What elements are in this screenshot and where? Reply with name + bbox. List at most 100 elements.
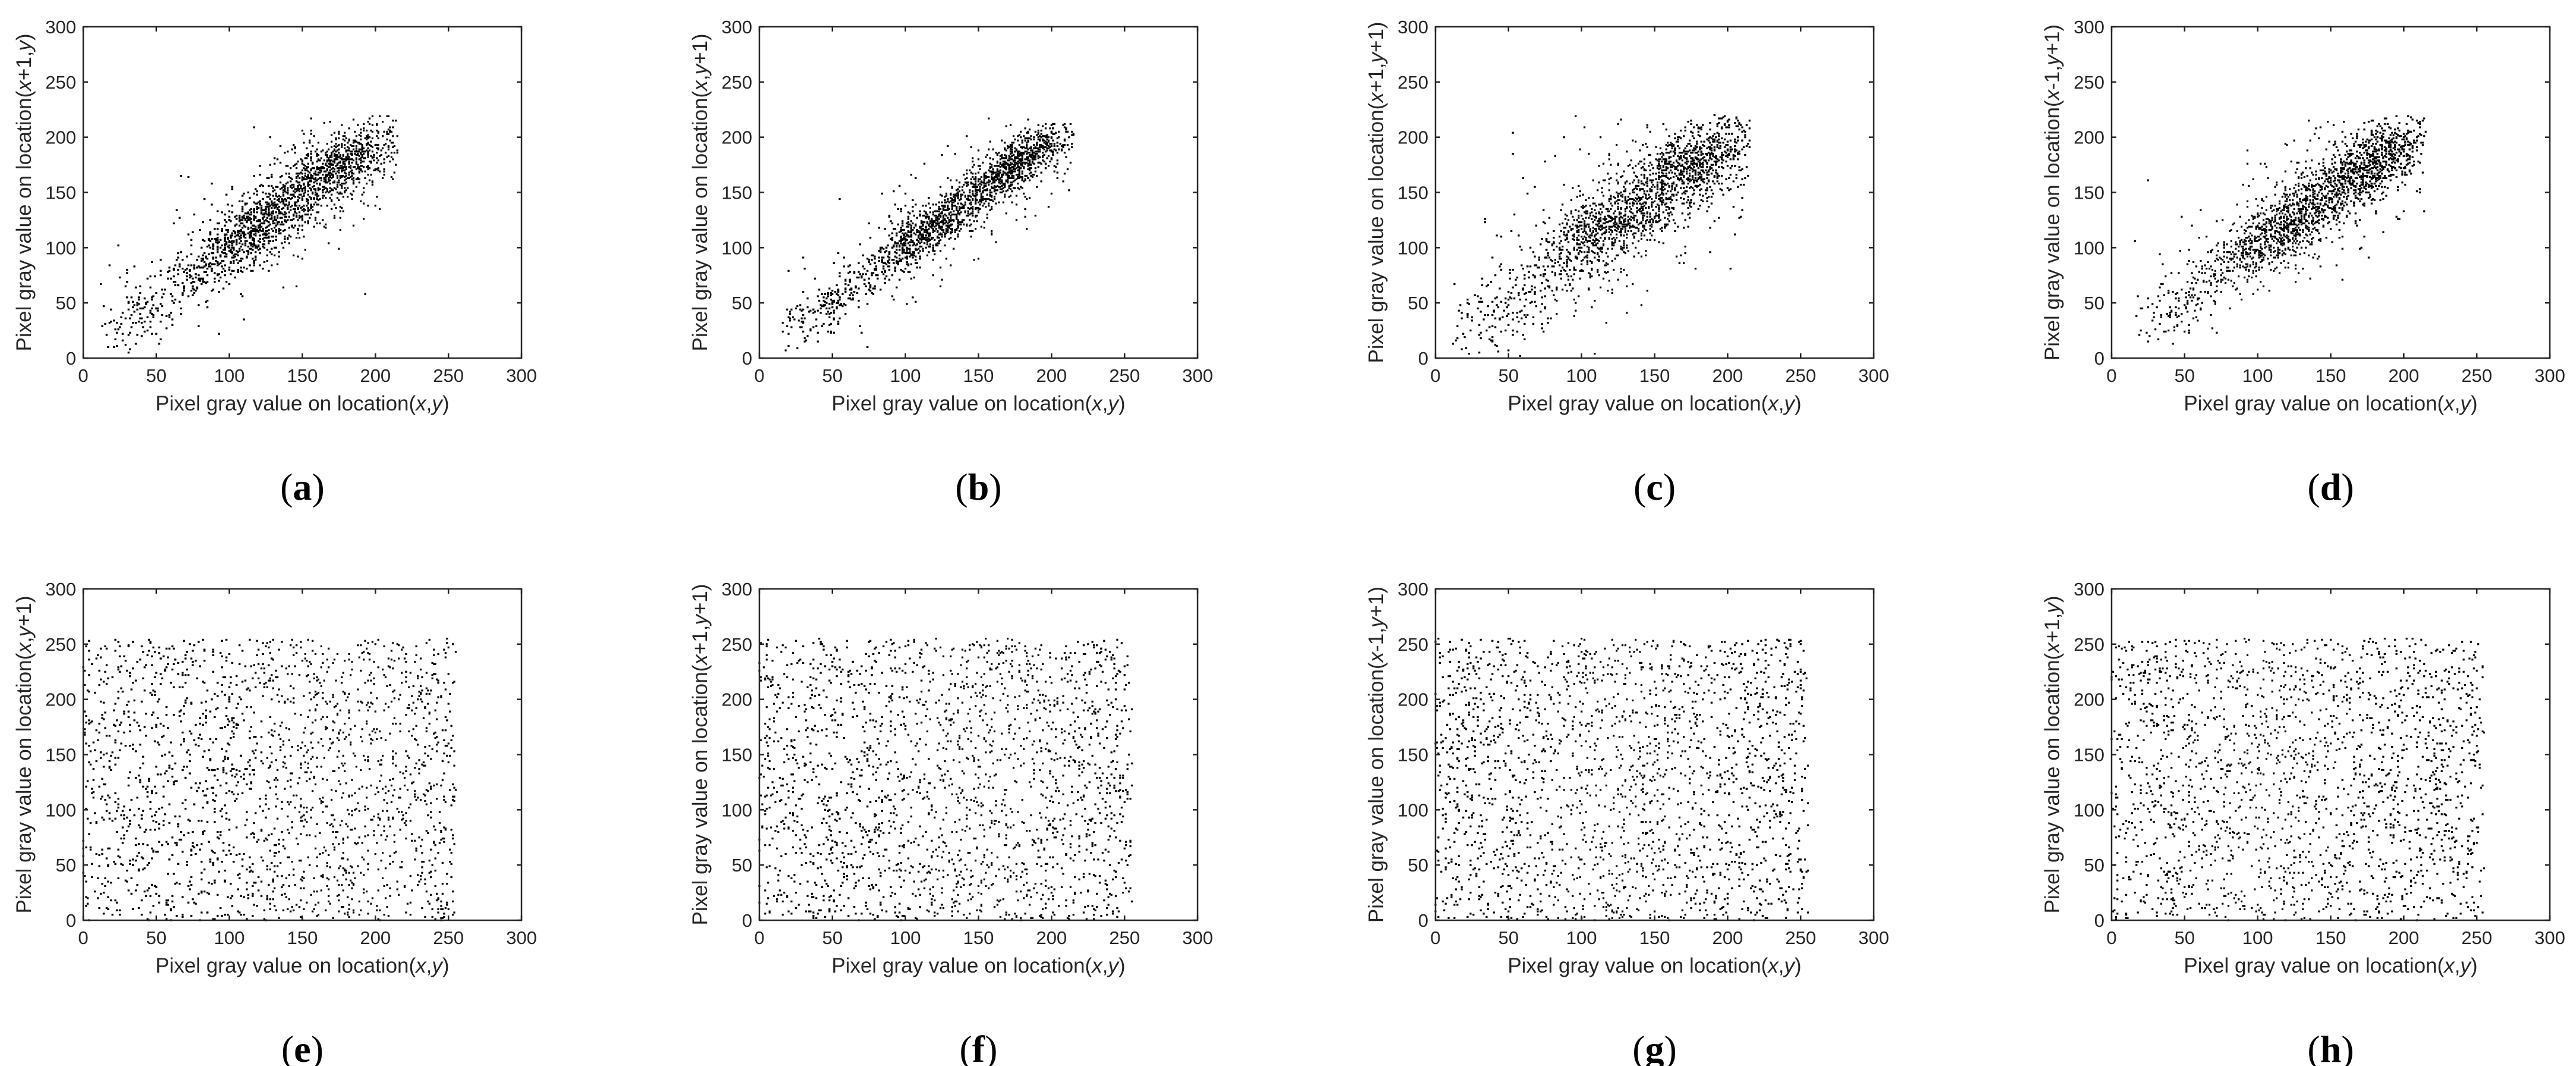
data-point	[212, 247, 215, 250]
data-point	[893, 245, 895, 248]
data-point	[937, 242, 939, 244]
data-point	[338, 169, 340, 171]
data-point	[982, 198, 984, 200]
data-point	[1030, 135, 1032, 137]
data-point	[1629, 218, 1631, 220]
data-point	[333, 217, 336, 219]
data-point	[118, 276, 121, 279]
data-point	[315, 180, 317, 183]
data-point	[266, 220, 269, 222]
data-point	[360, 131, 362, 134]
data-point	[384, 143, 387, 145]
data-point	[350, 158, 352, 161]
data-point	[1563, 183, 1565, 186]
data-point	[227, 237, 229, 239]
data-point	[980, 192, 982, 195]
data-point	[1605, 231, 1607, 233]
data-point	[315, 217, 317, 219]
data-point	[999, 183, 1001, 185]
data-point	[964, 203, 966, 206]
data-point	[306, 205, 308, 207]
data-point	[1627, 199, 1629, 202]
data-point	[341, 175, 343, 177]
data-point	[831, 306, 834, 309]
data-point	[345, 149, 347, 152]
data-point	[224, 249, 226, 251]
data-point	[912, 199, 914, 202]
data-point	[139, 317, 142, 319]
data-point	[303, 183, 305, 186]
data-point	[1553, 265, 1555, 268]
data-point	[304, 209, 306, 211]
data-point	[317, 142, 320, 144]
data-point	[802, 322, 805, 324]
data-point	[1608, 231, 1610, 233]
data-point	[296, 205, 298, 207]
data-point	[360, 152, 362, 155]
data-point	[310, 214, 312, 216]
data-point	[1600, 247, 1602, 250]
data-point	[325, 223, 327, 225]
data-point	[367, 142, 369, 144]
data-point	[1602, 260, 1605, 262]
data-point	[383, 158, 385, 161]
data-point	[228, 240, 231, 242]
data-point	[1027, 159, 1029, 162]
data-point	[255, 259, 257, 261]
data-point	[1512, 268, 1514, 271]
data-point	[1720, 127, 1723, 130]
data-point	[387, 115, 389, 117]
data-point	[1011, 170, 1013, 173]
data-point	[329, 162, 331, 165]
data-point	[235, 234, 238, 237]
data-point	[1017, 155, 1019, 157]
data-point	[307, 181, 309, 184]
data-point	[146, 277, 149, 280]
data-point	[1005, 166, 1007, 168]
data-point	[1046, 149, 1048, 152]
data-point	[1605, 272, 1607, 274]
data-point	[260, 211, 263, 214]
data-point	[316, 168, 318, 171]
data-point	[1011, 181, 1013, 184]
data-point	[213, 228, 216, 230]
data-point	[896, 256, 898, 259]
data-point	[1683, 156, 1685, 158]
data-point	[1636, 184, 1638, 187]
data-point	[169, 312, 172, 314]
data-point	[319, 188, 321, 190]
data-point	[1004, 196, 1006, 198]
data-point	[354, 130, 356, 133]
data-point	[1028, 179, 1031, 181]
data-point	[950, 228, 952, 230]
data-point	[951, 205, 953, 207]
data-point	[361, 145, 363, 148]
data-point	[1036, 147, 1038, 149]
data-point	[1623, 214, 1625, 217]
data-point	[172, 222, 175, 225]
data-point	[950, 220, 952, 222]
data-point	[237, 262, 239, 264]
data-point	[1658, 175, 1660, 177]
data-point	[868, 289, 870, 291]
data-point	[253, 175, 255, 177]
data-point	[948, 221, 950, 224]
data-point	[973, 183, 975, 186]
data-point	[932, 231, 934, 233]
data-point	[964, 201, 966, 203]
data-point	[206, 281, 209, 283]
data-point	[999, 158, 1001, 161]
data-point	[301, 162, 304, 165]
data-point	[177, 284, 180, 287]
data-point	[1005, 155, 1007, 157]
data-point	[1550, 317, 1552, 319]
data-point	[360, 157, 362, 159]
data-point	[282, 183, 285, 186]
data-point	[850, 299, 853, 301]
data-point	[945, 221, 948, 224]
data-point	[361, 153, 363, 156]
data-point	[781, 330, 784, 333]
data-point	[211, 237, 213, 240]
data-point	[244, 237, 247, 239]
data-point	[1671, 214, 1673, 216]
